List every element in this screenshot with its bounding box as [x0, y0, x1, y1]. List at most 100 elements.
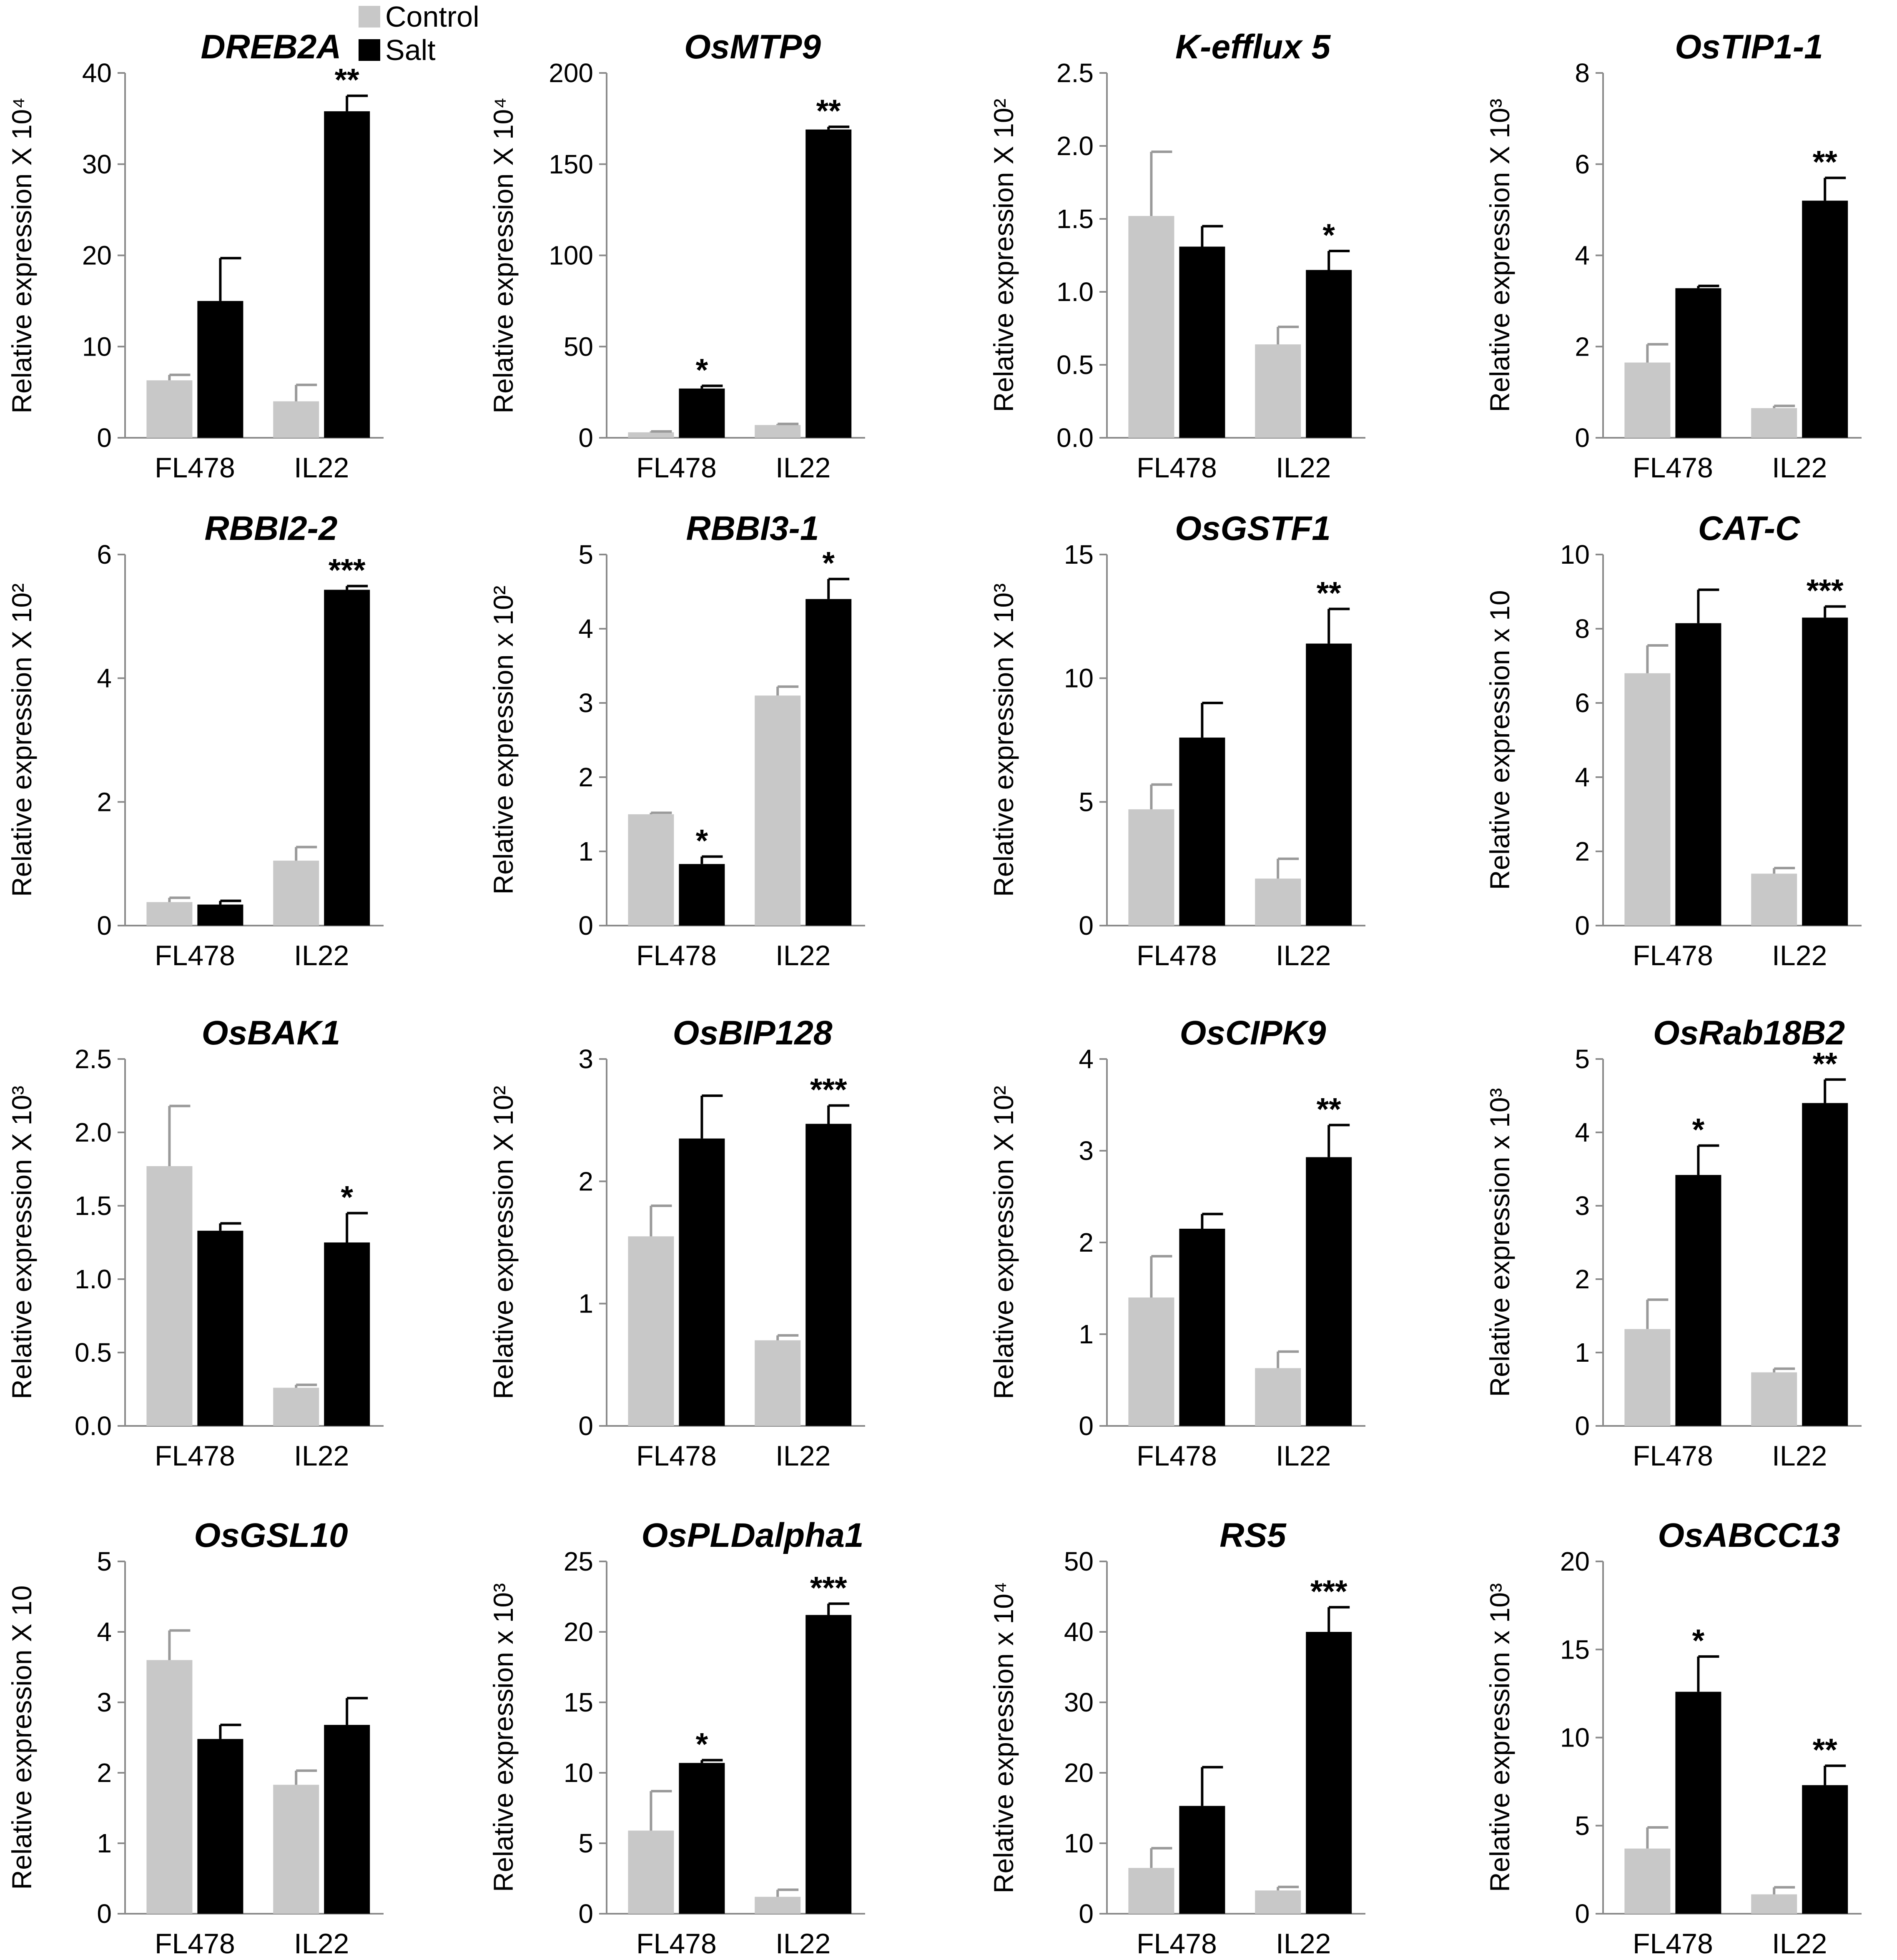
y-tick-label: 0.5 — [1056, 350, 1094, 380]
chart-panel: RBBI3-1 Relative expression x 10² 0 1 2 3 4 5 FL… — [488, 509, 865, 971]
chart-title: OsCIPK9 — [1180, 1014, 1326, 1052]
x-tick-label: IL22 — [294, 940, 349, 971]
bar-salt — [1306, 270, 1352, 438]
bar-control — [1255, 1368, 1301, 1426]
y-axis-label: Relative expression X 10² — [6, 583, 37, 897]
y-tick-label: 5 — [578, 540, 593, 570]
legend-item-control: Control — [359, 0, 479, 33]
x-tick-label: IL22 — [1772, 1440, 1827, 1472]
x-tick-label: FL478 — [1137, 1440, 1217, 1472]
y-tick-label: 0 — [1079, 1411, 1094, 1441]
y-tick-label: 4 — [1575, 241, 1590, 271]
bar-control — [1751, 873, 1797, 926]
y-tick-label: 1 — [578, 1289, 593, 1319]
bar-control — [1751, 1372, 1797, 1426]
significance-label: ** — [1813, 1732, 1838, 1768]
y-tick-label: 3 — [578, 688, 593, 718]
legend-label-control: Control — [385, 0, 479, 33]
y-tick-label: 8 — [1575, 58, 1590, 88]
chart-panel: OsABCC13 Relative expression x 10³ 0 5 10 15 2… — [1484, 1516, 1862, 1960]
bar-salt — [324, 1242, 370, 1426]
y-tick-label: 3 — [1575, 1191, 1590, 1221]
y-tick-label: 30 — [1064, 1687, 1094, 1717]
chart-title: RBBI2-2 — [205, 509, 338, 547]
y-axis-label: Relative expression X 10 — [6, 1585, 37, 1890]
y-tick-label: 15 — [564, 1687, 593, 1717]
bar-control — [273, 1388, 319, 1426]
y-axis-label: Relative expression X 10³ — [6, 1086, 37, 1399]
bar-control — [273, 401, 319, 438]
y-tick-label: 0 — [1079, 911, 1094, 941]
y-tick-label: 15 — [1064, 540, 1094, 570]
y-tick-label: 0 — [578, 911, 593, 941]
x-tick-label: FL478 — [155, 452, 235, 484]
y-tick-label: 5 — [578, 1828, 593, 1858]
bar-control — [146, 1660, 193, 1914]
bar-salt — [1675, 623, 1721, 926]
x-tick-label: IL22 — [294, 1440, 349, 1472]
x-tick-label: FL478 — [1633, 1928, 1713, 1960]
bar-salt — [1802, 201, 1848, 438]
y-tick-label: 2.0 — [75, 1117, 112, 1147]
chart-panel: K-efflux 5 Relative expression X 10² 0.0 0.… — [988, 28, 1365, 484]
chart-title: CAT-C — [1698, 509, 1801, 547]
y-tick-label: 1 — [1079, 1319, 1094, 1349]
y-tick-label: 10 — [564, 1758, 593, 1788]
y-tick-label: 0 — [97, 423, 112, 453]
y-axis-label: Relative expression X 10⁴ — [6, 97, 37, 413]
bar-control — [1751, 1894, 1797, 1914]
y-tick-label: 10 — [1560, 1723, 1590, 1753]
bar-control — [755, 695, 801, 926]
y-tick-label: 10 — [1064, 1828, 1094, 1858]
y-tick-label: 50 — [1064, 1546, 1094, 1576]
y-tick-label: 20 — [564, 1617, 593, 1647]
y-tick-label: 2 — [97, 787, 112, 817]
y-tick-label: 1 — [1575, 1338, 1590, 1368]
bar-control — [273, 1784, 319, 1914]
bar-control — [273, 861, 319, 926]
y-tick-label: 25 — [564, 1546, 593, 1576]
bar-control — [1751, 408, 1797, 438]
y-tick-label: 2 — [1575, 836, 1590, 866]
bar-salt — [1802, 1103, 1848, 1426]
y-tick-label: 0.0 — [1056, 423, 1094, 453]
y-tick-label: 6 — [1575, 688, 1590, 718]
chart-panel: RS5 Relative expression x 10⁴ 0 10 20 30 40 50 F… — [988, 1516, 1365, 1960]
bar-salt — [679, 1138, 725, 1426]
y-tick-label: 15 — [1560, 1634, 1590, 1664]
y-tick-label: 10 — [82, 331, 112, 361]
x-tick-label: IL22 — [775, 452, 831, 484]
chart-title: OsABCC13 — [1658, 1516, 1840, 1554]
y-tick-label: 5 — [1575, 1044, 1590, 1074]
y-tick-label: 5 — [1575, 1811, 1590, 1841]
y-tick-label: 200 — [549, 58, 593, 88]
significance-label: *** — [1310, 1574, 1347, 1609]
y-tick-label: 0 — [1575, 1899, 1590, 1929]
chart-panel: OsGSL10 Relative expression X 10 0 1 2 3 4 5 FL4… — [6, 1516, 384, 1960]
significance-label: * — [1692, 1112, 1705, 1148]
legend-swatch-salt — [359, 39, 380, 61]
x-tick-label: FL478 — [155, 940, 235, 971]
bar-control — [628, 432, 674, 438]
significance-label: * — [696, 823, 708, 858]
chart-title: OsPLDalpha1 — [641, 1516, 863, 1554]
bar-salt — [679, 864, 725, 926]
bar-salt — [324, 590, 370, 926]
significance-label: ** — [1317, 576, 1342, 611]
x-tick-label: IL22 — [775, 1440, 831, 1472]
significance-label: * — [696, 1727, 708, 1762]
significance-label: *** — [1807, 573, 1844, 609]
y-tick-label: 4 — [1575, 1117, 1590, 1147]
y-axis-label: Relative expression x 10³ — [488, 1583, 519, 1892]
legend: Control Salt — [359, 0, 479, 67]
y-tick-label: 1 — [97, 1828, 112, 1858]
significance-label: * — [1692, 1623, 1705, 1659]
chart-title: RS5 — [1220, 1516, 1287, 1554]
y-tick-label: 1 — [578, 836, 593, 866]
x-tick-label: FL478 — [636, 452, 717, 484]
chart-panel: DREB2A Relative expression X 10⁴ 0 10 20 30 40… — [6, 28, 384, 484]
y-tick-label: 2.5 — [1056, 58, 1094, 88]
y-tick-label: 2 — [97, 1758, 112, 1788]
chart-panel: OsRab18B2 Relative expression x 10³ 0 1 2 3 4 5… — [1484, 1014, 1862, 1472]
chart-panel: OsBIP128 Relative expression X 10² 0 1 2 3 FL4… — [488, 1014, 865, 1472]
